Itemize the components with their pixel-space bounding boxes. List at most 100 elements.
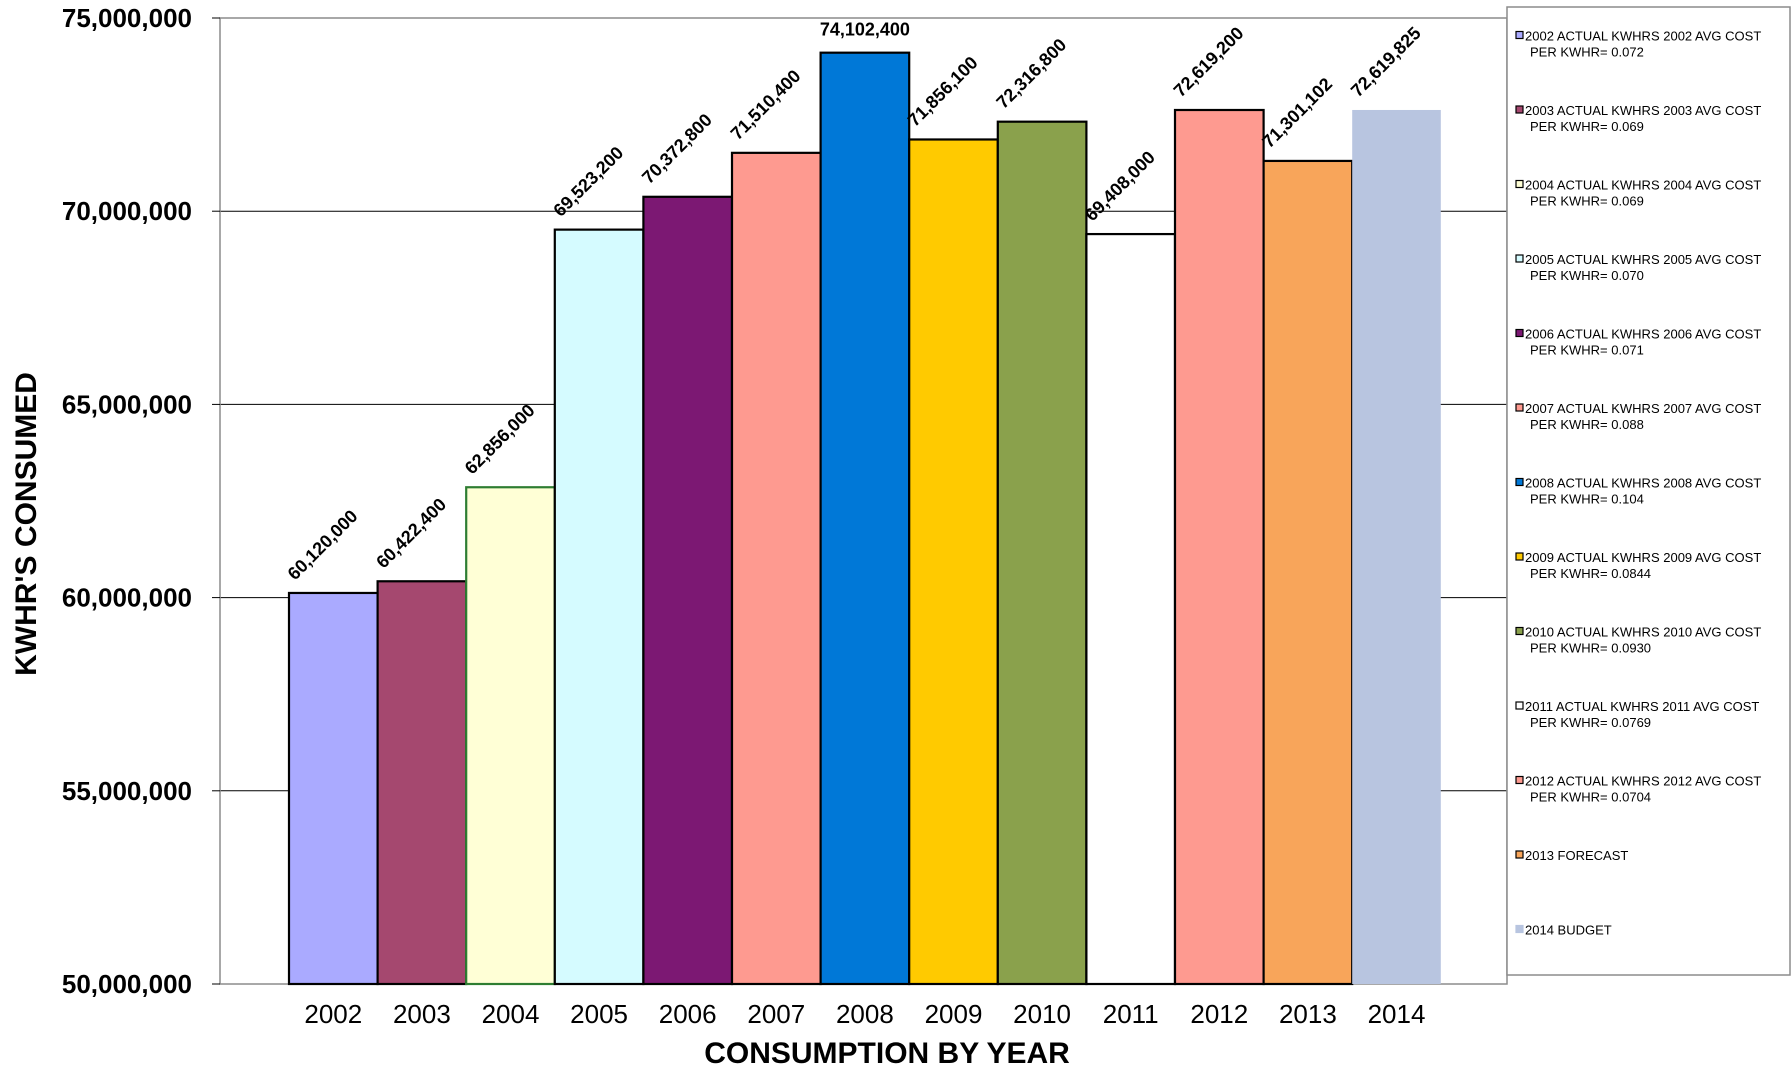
legend-label: 2007 ACTUAL KWHRS 2007 AVG COST	[1525, 401, 1761, 416]
x-axis-ticks: 2002 2003 2004 2005 2006 2007 2008 2009 2010 2011…	[304, 999, 1425, 1029]
legend-swatch	[1515, 254, 1524, 263]
y-tick-label: 55,000,000	[62, 776, 192, 806]
bar-2005	[553, 228, 645, 986]
legend-swatch	[1515, 701, 1524, 710]
data-label: 69,523,200	[549, 143, 627, 221]
bar-2007	[730, 151, 822, 986]
legend-label: PER KWHR= 0.0930	[1530, 641, 1651, 656]
y-axis-title: KWHR'S CONSUMED	[10, 372, 43, 676]
legend-label: PER KWHR= 0.069	[1530, 119, 1644, 134]
bar-2003	[376, 580, 468, 986]
x-tick-label: 2006	[659, 999, 717, 1029]
legend-label: PER KWHR= 0.088	[1530, 417, 1644, 432]
legend-entry: 2013 FORECAST	[1515, 848, 1628, 863]
legend-swatch	[1515, 105, 1524, 114]
legend-label: 2011 ACTUAL KWHRS 2011 AVG COST	[1525, 699, 1759, 714]
legend-label: PER KWHR= 0.069	[1530, 194, 1644, 209]
legend-label: PER KWHR= 0.104	[1530, 492, 1644, 507]
y-tick-label: 65,000,000	[62, 389, 192, 419]
x-tick-label: 2011	[1103, 999, 1159, 1029]
legend-swatch	[1515, 850, 1524, 859]
x-tick-label: 2009	[925, 999, 983, 1029]
legend-swatch	[1515, 403, 1524, 412]
bars	[287, 51, 1441, 986]
legend-swatch	[1515, 30, 1524, 40]
x-tick-label: 2005	[570, 999, 628, 1029]
legend-swatch	[1515, 328, 1524, 338]
data-label: 71,301,102	[1258, 74, 1336, 152]
legend-entry: 2014 BUDGET	[1515, 923, 1612, 938]
data-label: 70,372,800	[638, 110, 716, 188]
bar-2004	[465, 486, 556, 986]
x-tick-label: 2012	[1190, 999, 1248, 1029]
legend-label: 2010 ACTUAL KWHRS 2010 AVG COST	[1525, 625, 1761, 640]
legend-label: PER KWHR= 0.071	[1530, 343, 1644, 358]
x-axis-title: CONSUMPTION BY YEAR	[704, 1037, 1070, 1068]
legend-label: 2004 ACTUAL KWHRS 2004 AVG COST	[1525, 178, 1761, 193]
y-tick-label: 50,000,000	[62, 969, 192, 999]
legend-label: PER KWHR= 0.0769	[1530, 715, 1651, 730]
y-tick-label: 60,000,000	[62, 583, 192, 613]
y-axis-ticks: 50,000,000 55,000,000 60,000,000 65,000,000…	[62, 3, 220, 999]
data-label: 60,120,000	[284, 506, 362, 584]
legend-label: PER KWHR= 0.070	[1530, 268, 1644, 283]
bar-2006	[642, 195, 734, 986]
x-tick-label: 2010	[1013, 999, 1071, 1029]
x-tick-label: 2008	[836, 999, 894, 1029]
legend-label: PER KWHR= 0.072	[1530, 45, 1644, 60]
x-tick-label: 2004	[482, 999, 540, 1029]
legend-label: 2013 FORECAST	[1525, 848, 1628, 863]
data-label: 74,102,400	[820, 20, 910, 40]
legend-label: 2002 ACTUAL KWHRS 2002 AVG COST	[1525, 29, 1761, 44]
legend-label: 2003 ACTUAL KWHRS 2003 AVG COST	[1525, 103, 1761, 118]
legend-label: PER KWHR= 0.0704	[1530, 790, 1651, 805]
y-tick-label: 75,000,000	[62, 3, 192, 33]
x-tick-label: 2007	[747, 999, 805, 1029]
y-tick-label: 70,000,000	[62, 196, 192, 226]
bar-2012	[1173, 108, 1265, 986]
legend-swatch	[1515, 626, 1524, 636]
data-label: 72,619,825	[1347, 23, 1425, 101]
bar-2009	[908, 138, 999, 986]
legend-label: 2012 ACTUAL KWHRS 2012 AVG COST	[1525, 774, 1761, 789]
bar-2013	[1262, 159, 1354, 986]
legend-label: 2014 BUDGET	[1525, 923, 1612, 938]
bar-2002	[287, 591, 379, 986]
legend-swatch	[1515, 552, 1524, 561]
data-label: 62,856,000	[461, 400, 539, 478]
legend-label: 2008 ACTUAL KWHRS 2008 AVG COST	[1525, 476, 1761, 491]
legend-swatch	[1515, 924, 1524, 934]
data-label: 69,408,000	[1081, 147, 1159, 225]
x-tick-label: 2003	[393, 999, 451, 1029]
bar-2014	[1352, 109, 1441, 984]
legend-swatch	[1515, 179, 1524, 189]
legend-label: 2009 ACTUAL KWHRS 2009 AVG COST	[1525, 550, 1761, 565]
legend-box	[1506, 6, 1791, 976]
x-tick-label: 2013	[1279, 999, 1337, 1029]
bar-2010	[996, 120, 1088, 986]
bar-2008	[819, 51, 911, 986]
legend-label: PER KWHR= 0.0844	[1530, 566, 1651, 581]
data-label: 60,422,400	[372, 494, 450, 572]
data-label: 72,316,800	[992, 35, 1070, 113]
x-tick-label: 2002	[304, 999, 362, 1029]
x-tick-label: 2014	[1368, 999, 1426, 1029]
bar-2011	[1085, 232, 1177, 986]
data-label: 71,510,400	[727, 66, 805, 144]
legend-swatch	[1515, 775, 1524, 785]
legend-label: 2006 ACTUAL KWHRS 2006 AVG COST	[1525, 327, 1761, 342]
